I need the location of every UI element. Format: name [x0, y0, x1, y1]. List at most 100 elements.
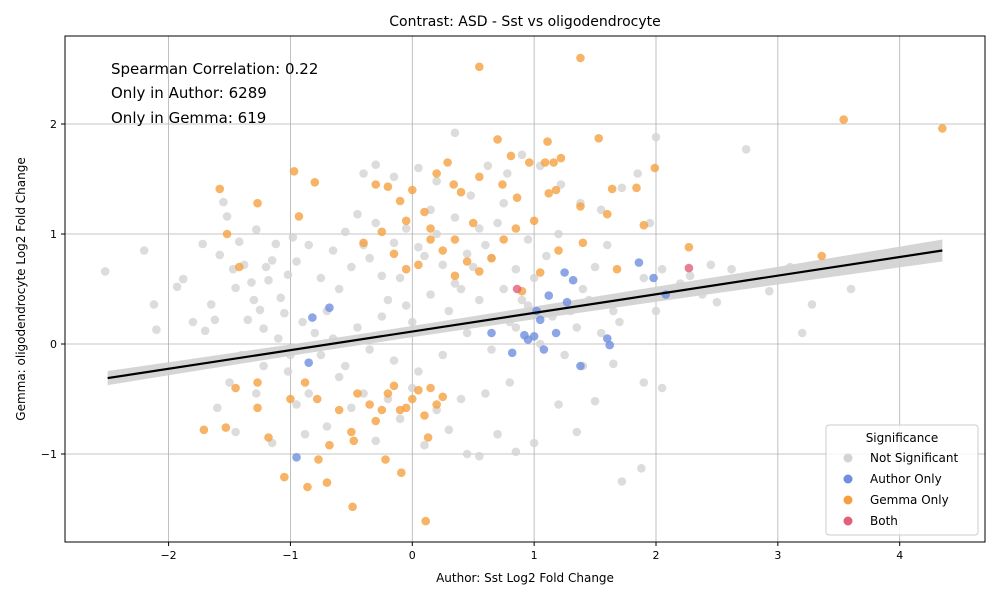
chart-title: Contrast: ASD - Sst vs oligodendrocyte: [389, 14, 661, 30]
point-gemma-only: [450, 271, 460, 281]
point-gemma-only: [506, 151, 516, 161]
point-not-significant: [353, 323, 362, 332]
point-not-significant: [353, 209, 362, 219]
point-not-significant: [371, 436, 381, 446]
point-author-only: [551, 328, 561, 338]
point-gemma-only: [253, 198, 262, 208]
point-not-significant: [414, 242, 423, 252]
point-not-significant: [676, 279, 685, 288]
point-gemma-only: [407, 394, 417, 404]
regression-layer: [107, 249, 943, 380]
point-not-significant: [596, 328, 606, 338]
point-not-significant: [542, 251, 551, 261]
x-tick-label: 3: [774, 549, 781, 562]
point-gemma-only: [347, 427, 356, 437]
point-gemma-only: [253, 403, 262, 413]
point-not-significant: [389, 356, 399, 365]
point-not-significant: [328, 334, 338, 343]
point-gemma-only: [576, 53, 585, 63]
point-gemma-only: [264, 433, 273, 442]
point-not-significant: [602, 240, 612, 250]
point-not-significant: [432, 176, 441, 186]
point-not-significant: [741, 145, 751, 154]
x-tick-label: 0: [409, 549, 416, 562]
point-not-significant: [639, 378, 649, 387]
point-not-significant: [286, 350, 295, 360]
point-not-significant: [292, 257, 301, 266]
point-author-only: [325, 303, 334, 313]
point-not-significant: [657, 264, 667, 274]
point-not-significant: [432, 229, 441, 239]
point-author-only: [304, 358, 314, 368]
point-not-significant: [100, 267, 110, 276]
x-tick-label: −2: [160, 549, 176, 562]
point-author-only: [568, 275, 578, 285]
point-gemma-only: [487, 253, 496, 263]
point-not-significant: [389, 238, 399, 248]
point-not-significant: [347, 403, 356, 413]
point-not-significant: [234, 237, 244, 246]
point-not-significant: [359, 169, 368, 178]
point-not-significant: [407, 317, 417, 327]
point-not-significant: [276, 293, 285, 303]
point-not-significant: [609, 359, 618, 369]
point-gemma-only: [221, 423, 231, 432]
point-gemma-only: [602, 209, 612, 219]
point-not-significant: [152, 325, 161, 335]
point-not-significant: [609, 306, 618, 316]
point-gemma-only: [456, 187, 466, 197]
point-not-significant: [462, 449, 472, 459]
point-author-only: [535, 315, 545, 325]
point-not-significant: [529, 438, 539, 448]
point-not-significant: [523, 301, 533, 310]
point-not-significant: [572, 427, 582, 437]
point-not-significant: [206, 300, 216, 309]
point-gemma-only: [443, 158, 452, 167]
point-not-significant: [280, 308, 289, 318]
point-not-significant: [578, 284, 588, 294]
point-not-significant: [215, 250, 225, 260]
x-tick-label: 4: [896, 549, 903, 562]
point-gemma-only: [420, 207, 429, 217]
point-gemma-only: [314, 455, 323, 464]
point-gemma-only: [289, 167, 299, 176]
point-not-significant: [475, 224, 484, 233]
point-author-only: [605, 340, 614, 350]
point-author-only: [602, 334, 612, 343]
point-not-significant: [213, 403, 222, 413]
point-not-significant: [334, 372, 344, 382]
point-gemma-only: [556, 153, 566, 163]
point-not-significant: [706, 260, 716, 270]
point-gemma-only: [632, 183, 641, 193]
point-gemma-only: [421, 516, 430, 526]
point-not-significant: [359, 389, 368, 398]
series-both: [512, 263, 694, 294]
point-not-significant: [727, 264, 736, 274]
confidence-band-layer: [107, 239, 943, 386]
point-gemma-only: [432, 169, 441, 178]
point-not-significant: [426, 290, 435, 299]
point-not-significant: [450, 213, 460, 222]
point-not-significant: [225, 378, 234, 387]
point-not-significant: [475, 295, 484, 305]
point-not-significant: [712, 297, 722, 307]
point-not-significant: [249, 295, 259, 305]
point-not-significant: [310, 328, 320, 338]
legend-label-author-only: Author Only: [870, 472, 942, 486]
point-gemma-only: [426, 235, 435, 244]
point-gemma-only: [420, 411, 429, 420]
point-not-significant: [420, 440, 429, 450]
point-not-significant: [188, 317, 198, 327]
point-gemma-only: [383, 389, 393, 398]
legend-label-gemma-only: Gemma Only: [870, 493, 949, 507]
point-not-significant: [414, 163, 423, 173]
point-not-significant: [267, 256, 277, 265]
point-not-significant: [505, 317, 515, 327]
point-gemma-only: [511, 224, 521, 233]
point-not-significant: [264, 275, 273, 285]
point-both: [684, 263, 694, 273]
point-not-significant: [316, 273, 326, 283]
point-not-significant: [456, 284, 466, 294]
point-not-significant: [466, 191, 476, 200]
point-gemma-only: [544, 189, 554, 198]
